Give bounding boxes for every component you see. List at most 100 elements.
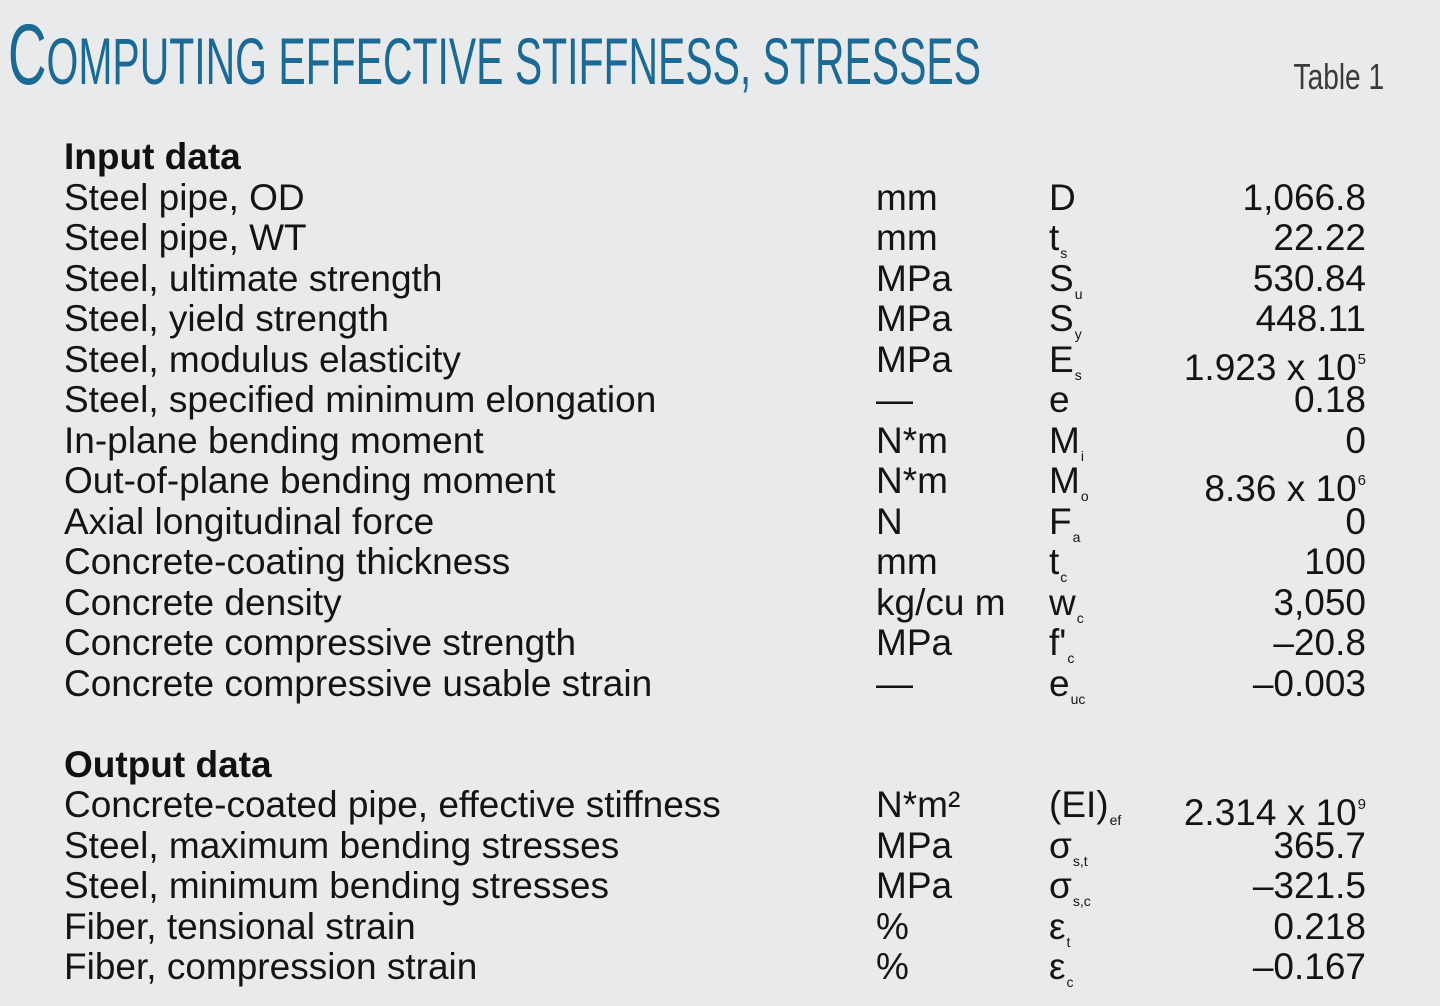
value-main: –0.167: [1252, 946, 1366, 987]
value-main: 3,050: [1273, 581, 1366, 623]
table-row: In-plane bending moment N*m Mi 0: [64, 419, 1370, 464]
symbol-main: e: [1049, 379, 1070, 420]
symbol-subscript: c: [1067, 650, 1075, 666]
symbol-main: M: [1049, 460, 1080, 501]
row-unit: mm: [876, 217, 938, 258]
row-symbol: ts: [1049, 217, 1068, 274]
row-unit: N: [876, 500, 903, 542]
value-main: –321.5: [1252, 865, 1366, 906]
value-main: 0.18: [1293, 379, 1366, 420]
row-unit: N*m: [876, 419, 948, 461]
value-main: 448.11: [1255, 298, 1366, 339]
symbol-subscript: u: [1074, 285, 1083, 302]
row-unit: MPa: [876, 298, 953, 339]
row-value: 1.923 x 105: [1184, 340, 1366, 389]
row-unit: kg/cu m: [876, 581, 1006, 623]
symbol-main: ε: [1049, 905, 1066, 947]
table-row: Concrete compressive strength MPa f'c –20.8: [64, 622, 1370, 666]
value-main: 2.314 x 10: [1183, 792, 1357, 833]
row-value: –0.003: [1252, 662, 1366, 705]
symbol-subscript: s,c: [1072, 893, 1091, 909]
symbol-main: E: [1049, 338, 1074, 380]
row-symbol: εc: [1049, 946, 1074, 1003]
symbol-main: F: [1049, 500, 1072, 542]
row-symbol: σs,t: [1049, 824, 1088, 882]
row-unit: mm: [876, 176, 938, 218]
data-table: Input data Steel pipe, OD mm D 1,066.8 Steel…: [64, 136, 1370, 990]
symbol-main: t: [1049, 217, 1060, 258]
row-symbol: σs,c: [1049, 865, 1091, 922]
value-main: –20.8: [1273, 622, 1366, 663]
symbol-subscript: a: [1072, 528, 1081, 545]
row-label: Fiber, compression strain: [64, 946, 478, 987]
table-row: Steel, maximum bending stresses MPa σs,t 36…: [64, 824, 1370, 869]
table-row: Concrete-coated pipe, effective stiffnes…: [64, 784, 1370, 833]
row-label: Steel, ultimate strength: [64, 257, 443, 299]
row-label: Concrete density: [64, 581, 342, 623]
table-row: Steel pipe, OD mm D 1,066.8: [64, 176, 1370, 219]
row-symbol: εt: [1049, 905, 1071, 963]
symbol-subscript: c: [1066, 974, 1074, 990]
row-symbol: wc: [1049, 582, 1084, 639]
row-value: 1,066.8: [1242, 176, 1366, 219]
page-title: COMPUTING EFFECTIVE STIFFNESS, STRESSES: [8, 12, 981, 98]
row-unit: mm: [876, 541, 938, 582]
input-data-heading: Input data: [64, 136, 241, 177]
row-symbol: Mi: [1049, 420, 1084, 477]
table-row: Steel, yield strength MPa Sy 448.11: [64, 298, 1370, 342]
table-row: Steel, specified minimum elongation — e 0.1…: [64, 379, 1370, 421]
row-symbol: Sy: [1049, 298, 1082, 355]
table-row: Steel, ultimate strength MPa Su 530.84: [64, 257, 1370, 302]
row-value: –20.8: [1273, 622, 1366, 664]
row-label: Out-of-plane bending moment: [64, 460, 556, 501]
row-label: Concrete compressive strength: [64, 622, 577, 663]
symbol-subscript: s: [1060, 245, 1068, 261]
row-symbol: Es: [1049, 338, 1082, 396]
row-value: –321.5: [1252, 865, 1366, 907]
value-main: 0.218: [1273, 905, 1366, 947]
row-symbol: (EI)ef: [1049, 784, 1122, 841]
value-main: 0: [1345, 419, 1366, 461]
row-label: Axial longitudinal force: [64, 500, 435, 542]
row-unit: MPa: [876, 865, 953, 906]
symbol-main: (EI): [1049, 784, 1109, 825]
symbol-main: S: [1049, 298, 1074, 339]
row-symbol: tc: [1049, 541, 1067, 598]
row-value: 530.84: [1253, 258, 1366, 300]
row-label: In-plane bending moment: [64, 419, 484, 461]
value-exponent: 9: [1357, 796, 1366, 813]
row-label: Concrete-coating thickness: [64, 541, 511, 582]
row-value: 448.11: [1255, 298, 1366, 340]
symbol-main: σ: [1049, 824, 1072, 866]
row-unit: MPa: [876, 257, 953, 299]
value-exponent: 5: [1357, 350, 1366, 368]
row-label: Steel, minimum bending stresses: [64, 865, 609, 906]
symbol-subscript: uc: [1070, 690, 1086, 707]
table-row: Axial longitudinal force N Fa 0: [64, 500, 1370, 545]
row-label: Steel, yield strength: [64, 298, 389, 339]
row-symbol: Fa: [1049, 500, 1081, 558]
value-main: 365.7: [1273, 824, 1366, 866]
output-data-heading: Output data: [64, 743, 272, 785]
row-label: Steel, maximum bending stresses: [64, 824, 620, 866]
input-data-rows: Steel pipe, OD mm D 1,066.8 Steel pipe, WT mm…: [64, 176, 1370, 707]
value-main: 1,066.8: [1242, 176, 1366, 218]
symbol-subscript: ef: [1109, 812, 1122, 828]
row-unit: N*m²: [876, 784, 961, 825]
row-unit: N*m: [876, 460, 948, 501]
row-symbol: e: [1049, 379, 1070, 421]
value-exponent: 6: [1357, 472, 1366, 489]
symbol-subscript: t: [1066, 933, 1071, 950]
symbol-subscript: c: [1076, 609, 1084, 626]
row-symbol: Su: [1049, 258, 1083, 315]
row-label: Fiber, tensional strain: [64, 905, 416, 947]
table-number-label: Table 1: [1293, 56, 1384, 97]
table-row: Steel, modulus elasticity MPa Es 1.923 x 10…: [64, 339, 1370, 388]
row-symbol: D: [1049, 177, 1076, 219]
row-symbol: f'c: [1049, 622, 1075, 679]
symbol-subscript: s,t: [1072, 852, 1088, 869]
value-main: –0.003: [1252, 662, 1366, 704]
symbol-main: f': [1049, 622, 1067, 663]
table-row: Steel, minimum bending stresses MPa σs,c –3…: [64, 865, 1370, 909]
row-label: Steel pipe, WT: [64, 217, 307, 258]
